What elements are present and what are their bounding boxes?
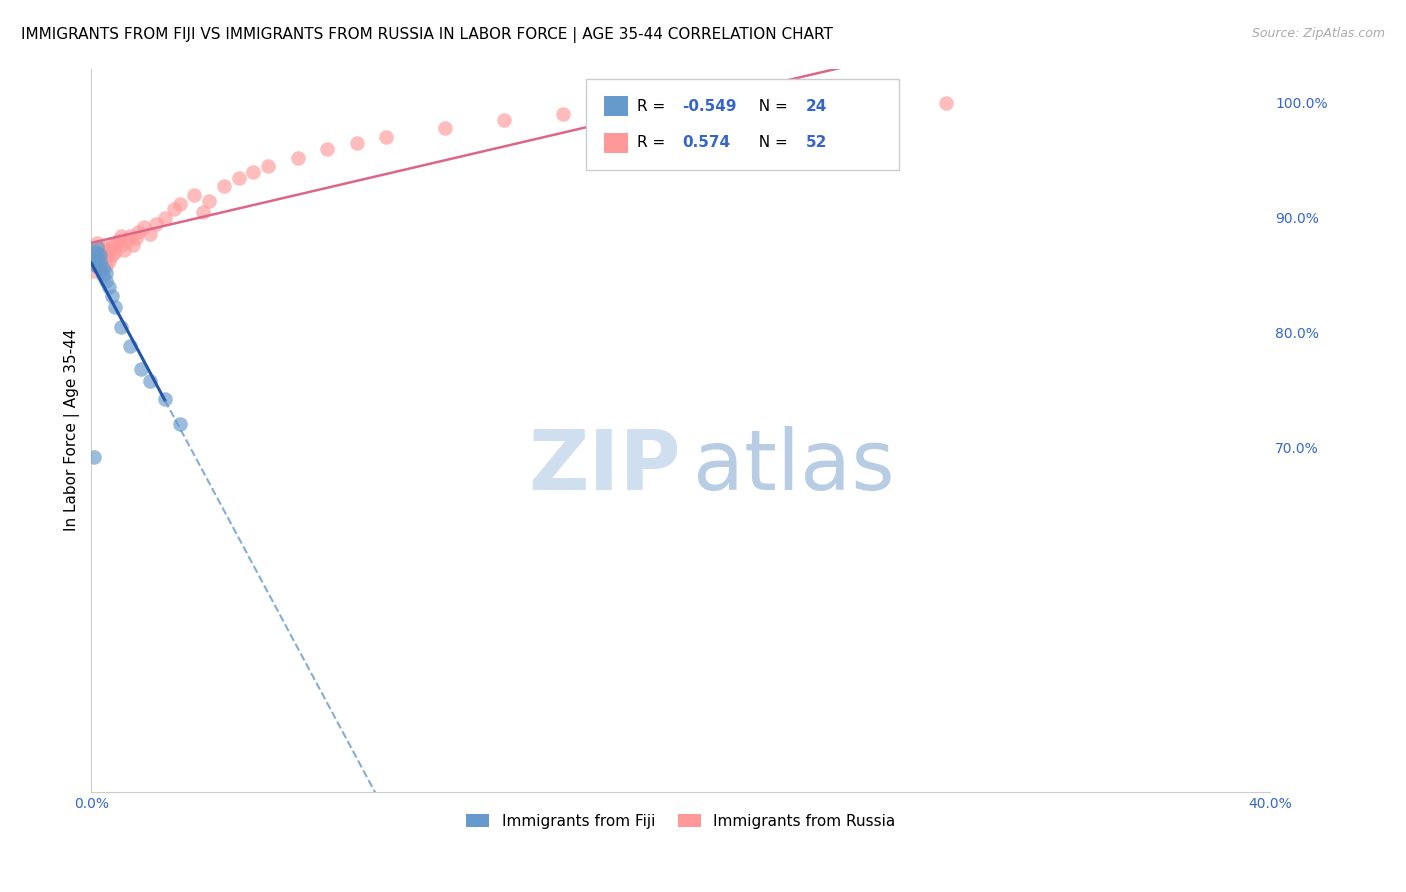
Point [89, 241, 111, 255]
FancyBboxPatch shape [586, 79, 898, 169]
Point [118, 339, 141, 353]
Point [86, 252, 108, 267]
Point [94, 274, 117, 288]
Text: R =: R = [637, 99, 671, 114]
Point [183, 187, 205, 202]
Point [169, 197, 191, 211]
Text: N =: N = [749, 99, 793, 114]
Point [492, 113, 515, 128]
Point [115, 234, 138, 248]
Point [935, 95, 957, 110]
Point [228, 170, 250, 185]
Point [212, 178, 235, 193]
Point [86, 259, 108, 273]
Point [346, 136, 368, 150]
Point [101, 238, 124, 252]
Point [139, 227, 162, 241]
Point [83, 257, 105, 271]
Point [610, 102, 633, 116]
Point [83, 251, 105, 265]
Text: N =: N = [749, 136, 793, 151]
Point [89, 262, 111, 277]
Point [287, 151, 309, 165]
Point [112, 243, 135, 257]
Point [91, 268, 114, 283]
Point [104, 301, 127, 315]
Point [193, 205, 215, 219]
Point [699, 95, 721, 110]
Point [89, 252, 111, 267]
Point [98, 279, 121, 293]
Point [89, 261, 111, 276]
Point [257, 159, 280, 173]
Text: R =: R = [637, 136, 671, 151]
Text: Source: ZipAtlas.com: Source: ZipAtlas.com [1251, 27, 1385, 40]
Point [104, 245, 127, 260]
Point [110, 229, 132, 244]
Point [433, 121, 456, 136]
Point [91, 239, 114, 253]
Text: 0.574: 0.574 [682, 136, 730, 151]
Point [86, 235, 108, 250]
Point [83, 245, 105, 260]
Point [86, 259, 108, 273]
Point [153, 392, 176, 407]
Point [242, 165, 264, 179]
Point [83, 245, 105, 260]
Point [98, 243, 121, 257]
Point [316, 142, 339, 156]
Point [107, 234, 129, 248]
Y-axis label: In Labor Force | Age 35-44: In Labor Force | Age 35-44 [65, 329, 80, 532]
Point [89, 247, 111, 261]
FancyBboxPatch shape [605, 96, 627, 117]
Point [83, 263, 105, 277]
Point [198, 194, 221, 208]
Text: 52: 52 [806, 136, 827, 151]
Point [104, 235, 127, 250]
Text: ZIP: ZIP [529, 425, 681, 507]
Point [846, 95, 869, 110]
Point [94, 247, 117, 261]
Point [121, 238, 143, 252]
Point [139, 374, 162, 388]
Point [101, 289, 124, 303]
Point [91, 261, 114, 276]
Text: -0.549: -0.549 [682, 99, 737, 114]
Text: 24: 24 [806, 99, 827, 114]
Point [551, 107, 574, 121]
Point [127, 225, 149, 239]
Text: atlas: atlas [693, 425, 894, 507]
Point [118, 229, 141, 244]
Point [163, 202, 186, 216]
Point [110, 319, 132, 334]
Point [98, 254, 121, 268]
Point [110, 238, 132, 252]
Point [94, 266, 117, 280]
Point [86, 239, 108, 253]
Point [91, 251, 114, 265]
Point [758, 95, 780, 110]
Point [375, 130, 398, 145]
Point [153, 211, 176, 225]
Point [94, 259, 117, 273]
Point [134, 219, 156, 234]
Point [86, 246, 108, 260]
Text: IMMIGRANTS FROM FIJI VS IMMIGRANTS FROM RUSSIA IN LABOR FORCE | AGE 35-44 CORREL: IMMIGRANTS FROM FIJI VS IMMIGRANTS FROM … [21, 27, 832, 43]
Point [101, 247, 124, 261]
Legend: Immigrants from Fiji, Immigrants from Russia: Immigrants from Fiji, Immigrants from Ru… [460, 807, 901, 835]
Point [86, 247, 108, 261]
Point [145, 217, 167, 231]
Point [131, 362, 153, 376]
Point [169, 417, 191, 432]
Point [124, 231, 146, 245]
Point [83, 450, 105, 464]
FancyBboxPatch shape [605, 133, 627, 153]
Point [89, 254, 111, 268]
